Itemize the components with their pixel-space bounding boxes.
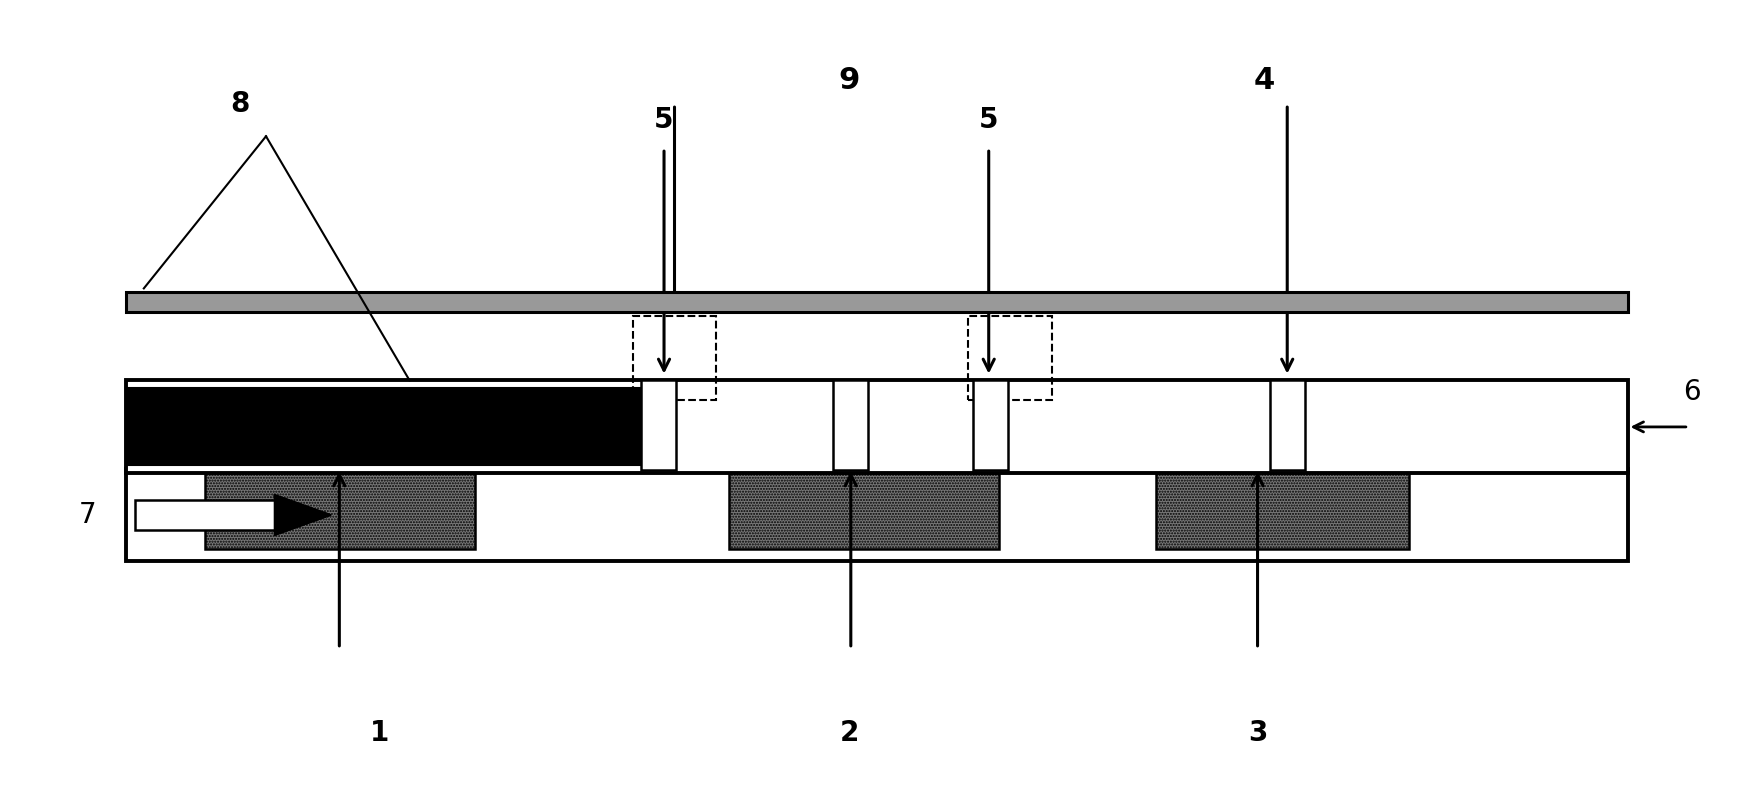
Text: 5: 5 (654, 106, 674, 134)
Bar (126, 292, 1628, 312)
Bar (973, 380, 1009, 470)
Text: 5: 5 (979, 106, 998, 134)
Bar (205, 472, 475, 549)
Text: 6: 6 (1684, 379, 1701, 406)
Text: 7: 7 (79, 501, 96, 529)
Bar (126, 468, 1628, 561)
Text: 8: 8 (230, 91, 249, 118)
Bar (1270, 380, 1305, 470)
Polygon shape (275, 495, 330, 535)
Text: 4: 4 (1254, 66, 1275, 95)
Text: 3: 3 (1247, 718, 1266, 747)
Bar (642, 380, 677, 470)
Bar (833, 380, 868, 470)
Text: 2: 2 (840, 718, 859, 747)
Bar (728, 472, 1000, 549)
Bar (135, 500, 275, 530)
Bar (1156, 472, 1410, 549)
Bar (126, 380, 1628, 472)
Bar (633, 316, 716, 400)
Bar (968, 316, 1052, 400)
Text: 1: 1 (370, 718, 389, 747)
Bar (126, 388, 642, 464)
Text: 9: 9 (838, 66, 859, 95)
